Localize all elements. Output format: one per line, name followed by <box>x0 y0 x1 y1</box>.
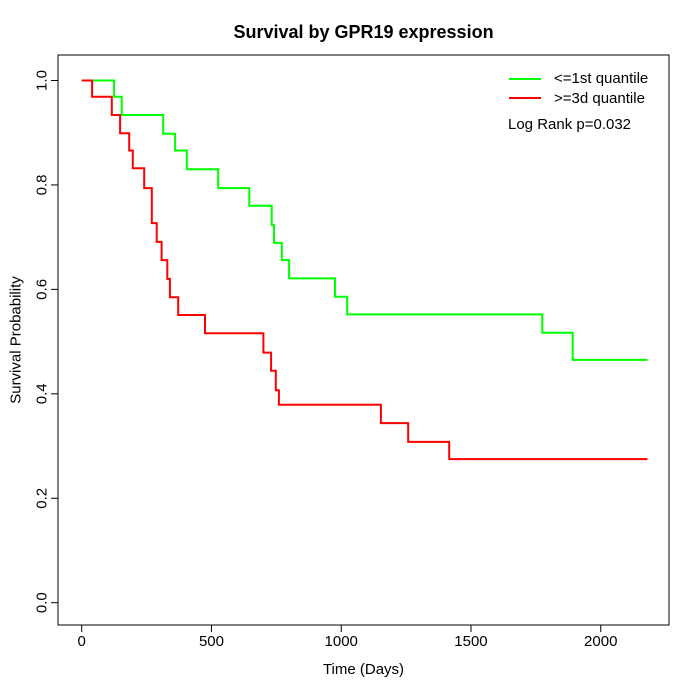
legend: <=1st quantile >=3d quantile <box>509 69 648 108</box>
y-axis-tick-label: 0.2 <box>34 488 51 509</box>
km-curve-high-expression <box>81 79 648 461</box>
plot-border <box>57 54 670 626</box>
legend-line-low-quantile <box>509 77 541 80</box>
x-axis-tick-label: 500 <box>199 633 224 650</box>
x-axis-tick-label: 1500 <box>454 633 487 650</box>
x-axis-label: Time (Days) <box>322 661 405 678</box>
x-axis-tick-label: 1000 <box>325 633 358 650</box>
legend-item-high-expression: >=3d quantile <box>509 89 648 109</box>
legend-item-low-expression: <=1st quantile <box>509 69 648 89</box>
y-axis-tick-label: 0.0 <box>34 592 51 613</box>
km-curve-low-expression <box>81 79 648 361</box>
legend-label-low-quantile: <=1st quantile <box>554 70 649 88</box>
chart-title: Survival by GPR19 expression <box>233 22 494 42</box>
log-rank-pvalue: Log Rank p=0.032 <box>508 116 632 133</box>
y-axis-tick-label: 0.8 <box>34 175 51 196</box>
x-axis-tick-label: 0 <box>78 633 86 650</box>
y-axis-label: Survival Probability <box>7 276 25 404</box>
legend-line-high-quantile <box>509 97 541 100</box>
x-axis-tick-label: 2000 <box>584 633 617 650</box>
y-axis-tick-label: 0.4 <box>34 383 51 404</box>
y-axis-tick-label: 0.6 <box>34 279 51 300</box>
legend-label-high-quantile: >=3d quantile <box>554 89 645 107</box>
y-axis-tick-label: 1.0 <box>34 70 51 91</box>
